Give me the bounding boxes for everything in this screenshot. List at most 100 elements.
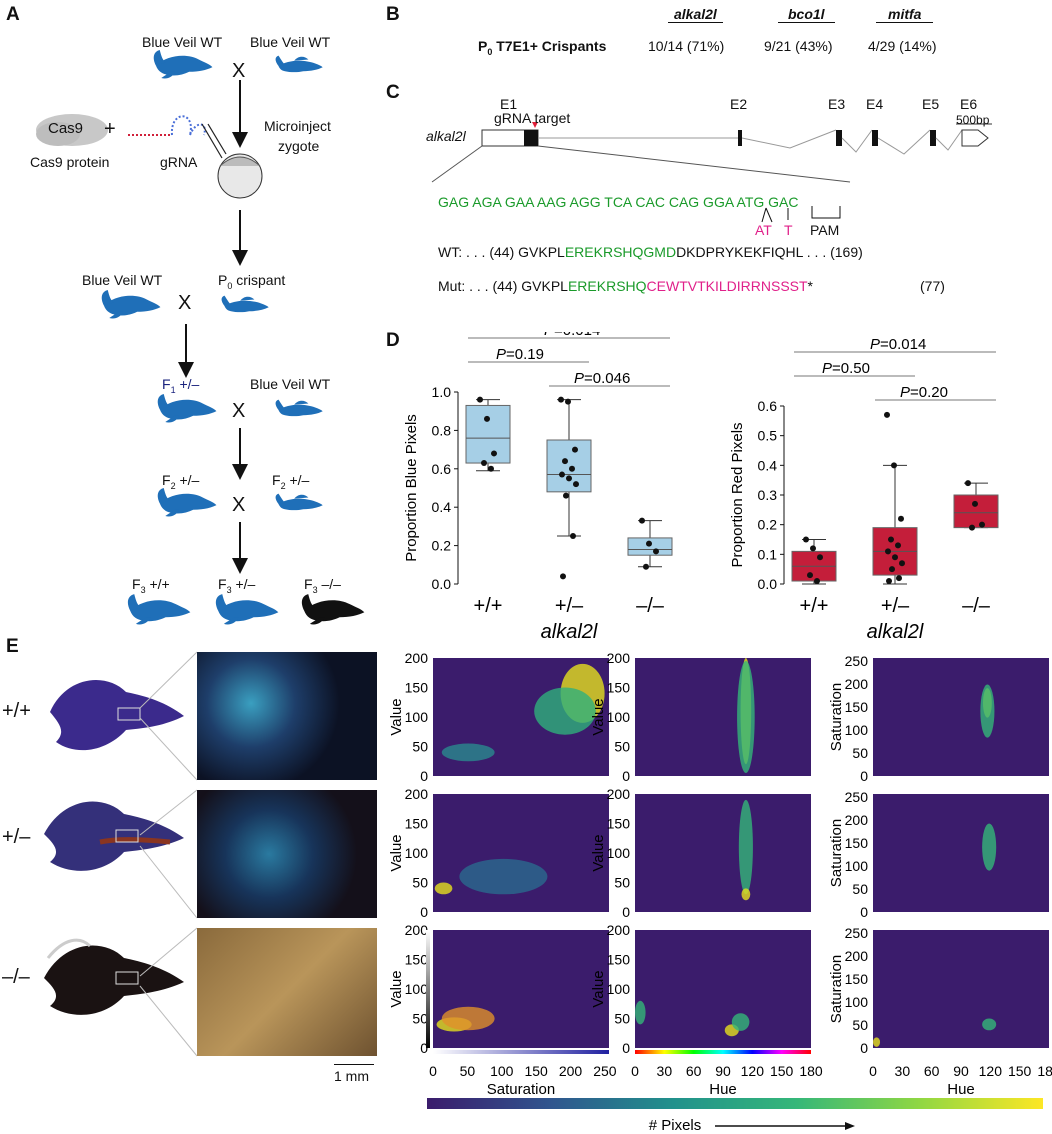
- cas9-protein-label: Cas9 protein: [30, 154, 110, 170]
- x-tick-label: 250: [593, 1063, 617, 1079]
- heatmap-hotspot: [534, 687, 596, 735]
- p-value-label: P=0.19: [496, 346, 544, 363]
- p-value-label: P=0.20: [900, 384, 948, 401]
- y-tick-label: 0: [860, 904, 868, 920]
- heatmap-hotspot: [441, 1006, 495, 1031]
- arrowhead-icon: [845, 1122, 855, 1130]
- data-point: [646, 540, 652, 547]
- gene-header-mitfa: mitfa: [876, 6, 934, 23]
- y-tick-label: 0: [420, 1040, 428, 1056]
- color-histogram-grid: 0 50 100 150 200 Value 0 50 100 150 200 Value 0 50 100…: [388, 650, 1052, 1134]
- scale-closeup-wt: [197, 652, 377, 780]
- x-tick-label: +/+: [800, 595, 829, 617]
- exon-label-e6: E6: [960, 96, 978, 112]
- y-axis-label: Value: [388, 834, 405, 871]
- fish-icon: [153, 50, 213, 79]
- y-tick-label: 0.8: [432, 422, 452, 438]
- y-tick-label: 200: [845, 812, 869, 828]
- data-point: [477, 396, 483, 403]
- y-axis-label: Proportion Blue Pixels: [403, 414, 420, 562]
- x-tick-label: 200: [559, 1063, 583, 1079]
- data-point: [560, 573, 566, 580]
- panel-label-e: E: [6, 636, 19, 657]
- value-colorbar: [426, 930, 430, 1048]
- value-cell: 10/14 (71%): [648, 38, 725, 54]
- exon-label-e5: E5: [922, 96, 940, 112]
- y-tick-label: 50: [412, 739, 428, 755]
- y-tick-label: 100: [607, 845, 631, 861]
- cross-symbol: X: [232, 400, 246, 422]
- y-tick-label: 200: [405, 650, 429, 666]
- fish-icon: [275, 55, 323, 73]
- data-point: [569, 465, 575, 472]
- x-tick-label: –/–: [636, 595, 665, 617]
- y-tick-label: 250: [845, 925, 869, 941]
- x-tick-label: 60: [924, 1063, 940, 1079]
- heatmap: [873, 794, 1049, 912]
- y-tick-label: 100: [405, 981, 429, 997]
- y-tick-label: 0: [420, 768, 428, 784]
- panel-label-b: B: [386, 4, 400, 25]
- breeding-scheme-diagram: [36, 50, 365, 625]
- heatmap-hotspot: [873, 1037, 881, 1047]
- x-tick-label: –/–: [962, 595, 991, 617]
- data-point: [643, 563, 649, 570]
- data-point: [653, 548, 659, 555]
- y-tick-label: 150: [405, 816, 429, 832]
- data-point: [888, 536, 894, 543]
- data-point: [979, 521, 985, 528]
- y-axis-label: Value: [590, 698, 607, 735]
- box: [627, 537, 673, 556]
- cross-symbol: X: [178, 292, 192, 314]
- blue-veil-wt-label: Blue Veil WT: [250, 376, 331, 392]
- data-point: [898, 515, 904, 522]
- gene-header-alkal2l: alkal2l: [668, 6, 723, 23]
- y-tick-label: 100: [405, 709, 429, 725]
- data-point: [891, 462, 897, 469]
- p-value-label: P=0.014: [870, 336, 926, 353]
- y-tick-label: 200: [845, 676, 869, 692]
- y-tick-label: 50: [852, 745, 868, 761]
- box: [465, 404, 511, 464]
- p-value-label: P=0.046: [574, 370, 630, 387]
- y-tick-label: 0.6: [758, 398, 778, 414]
- heatmap: [635, 930, 811, 1048]
- x-axis-label: alkal2l: [541, 621, 598, 642]
- y-tick-label: 200: [607, 922, 631, 938]
- red-pixels-boxplot: 0.0 0.1 0.2 0.3 0.4 0.5 0.6 Proportion Red Pixe…: [729, 336, 999, 642]
- fish-icon: [101, 290, 161, 319]
- y-axis-label: Value: [590, 970, 607, 1007]
- data-point: [884, 411, 890, 418]
- y-tick-label: 50: [412, 1011, 428, 1027]
- heatmap-hotspot: [441, 743, 495, 762]
- x-tick-label: 150: [770, 1063, 794, 1079]
- x-tick-label: 0: [869, 1063, 877, 1079]
- heatmap: [433, 794, 609, 912]
- heatmap-hotspot: [741, 888, 751, 901]
- x-tick-label: 30: [657, 1063, 673, 1079]
- y-tick-label: 100: [405, 845, 429, 861]
- data-point: [810, 545, 816, 552]
- y-tick-label: 1.0: [432, 384, 452, 400]
- mut-protein-row: Mut: . . . (44) GVKPLEREKRSHQCEWTVTKILDI…: [438, 278, 813, 294]
- gene-name-label: alkal2l: [426, 128, 466, 144]
- x-tick-label: +/–: [555, 595, 584, 617]
- y-tick-label: 50: [852, 1017, 868, 1033]
- y-tick-label: 250: [845, 653, 869, 669]
- data-point: [886, 578, 892, 585]
- fish-photo-wt: [50, 680, 184, 751]
- y-tick-label: 0: [860, 768, 868, 784]
- x-tick-label: 150: [524, 1063, 548, 1079]
- exon-label-e2: E2: [730, 96, 748, 112]
- saturation-colorbar: [433, 1050, 609, 1054]
- grna-label: gRNA: [160, 154, 198, 170]
- data-point: [639, 517, 645, 524]
- y-tick-label: 150: [405, 680, 429, 696]
- panel-label-a: A: [6, 4, 20, 25]
- scale-bar-label: 1 mm: [334, 1068, 369, 1084]
- y-tick-label: 150: [607, 952, 631, 968]
- y-tick-label: 150: [845, 971, 869, 987]
- y-tick-label: 200: [845, 948, 869, 964]
- y-tick-label: 0: [622, 768, 630, 784]
- fish-icon: [221, 295, 269, 313]
